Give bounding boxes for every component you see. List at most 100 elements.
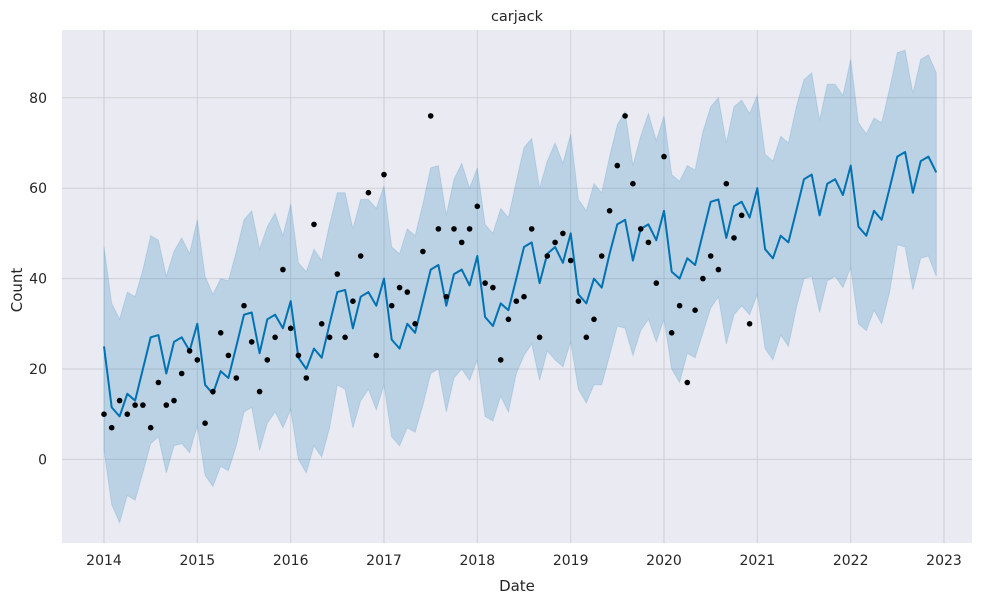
observed-point (521, 293, 527, 300)
observed-point (490, 284, 496, 291)
observed-point (373, 352, 380, 359)
observed-point (474, 203, 481, 210)
uncertainty-band-area (103, 49, 937, 525)
observed-point (326, 334, 333, 341)
observed-point (466, 226, 473, 232)
observed-point (536, 334, 543, 341)
observed-point (606, 208, 613, 214)
observed-point (560, 230, 566, 237)
observed-point (101, 411, 107, 418)
observed-point (676, 302, 683, 309)
observed-point (264, 357, 271, 363)
x-tick-labels: 2014 2015 2016 2017 2018 2019 2020 2021 2022 2023 (86, 553, 962, 569)
observed-point (614, 162, 621, 169)
y-axis-label: Count (8, 268, 26, 313)
observed-point (420, 248, 426, 255)
x-tick-label: 2017 (366, 553, 402, 569)
chart-title: carjack (491, 9, 544, 25)
observed-point (365, 189, 372, 196)
observed-point (163, 402, 170, 408)
observed-point (272, 334, 278, 341)
x-tick-label: 2019 (553, 553, 589, 569)
x-tick-label: 2016 (273, 553, 309, 569)
x-tick-label: 2014 (86, 553, 122, 569)
x-axis-label: Date (499, 577, 535, 595)
observed-point (404, 289, 411, 295)
x-tick-label: 2020 (646, 553, 682, 569)
observed-point (171, 397, 177, 404)
observed-point (342, 334, 348, 341)
y-tick-label: 40 (29, 272, 47, 288)
observed-point (482, 280, 488, 286)
observed-point (388, 302, 395, 309)
observed-point (583, 334, 590, 341)
observed-point (194, 357, 201, 363)
observed-point (513, 298, 520, 305)
y-tick-label: 60 (29, 181, 47, 197)
observed-point (318, 321, 325, 327)
observed-point (295, 352, 302, 359)
x-tick-label: 2018 (460, 553, 496, 569)
observed-point (731, 235, 737, 241)
observed-point (645, 239, 652, 246)
observed-point (287, 325, 294, 332)
observed-point (567, 257, 574, 264)
observed-point (140, 402, 146, 408)
observed-point (210, 388, 216, 395)
observed-point (124, 411, 131, 418)
observed-point (334, 271, 341, 277)
observed-point (303, 375, 310, 381)
observed-point (451, 226, 457, 232)
observed-point (591, 316, 597, 323)
forecast-line (103, 151, 938, 418)
observed-point (357, 253, 364, 259)
yhat-line (103, 151, 938, 418)
grid-lines (62, 30, 972, 543)
observed-point (458, 239, 465, 246)
observed-point (217, 330, 224, 336)
y-tick-labels: 0 20 40 60 80 (29, 91, 47, 469)
observed-point (746, 321, 753, 327)
observed-point (544, 253, 551, 259)
observed-point (505, 316, 512, 323)
observed-point (552, 239, 558, 246)
observed-point (692, 307, 698, 314)
observed-point (528, 226, 535, 232)
y-tick-label: 0 (38, 452, 47, 468)
observed-point (738, 212, 745, 219)
y-tick-label: 80 (29, 91, 47, 107)
observed-point (661, 153, 667, 160)
observed-point (715, 266, 722, 273)
x-tick-label: 2023 (926, 553, 962, 569)
observed-point (225, 352, 232, 359)
observed-point (497, 357, 504, 363)
x-tick-label: 2015 (180, 553, 216, 569)
y-tick-label: 20 (29, 362, 47, 378)
observed-point (350, 298, 356, 305)
plot-background (62, 30, 972, 543)
observed-points (101, 113, 753, 431)
observed-point (186, 348, 193, 354)
observed-point (412, 321, 418, 327)
observed-point (155, 379, 162, 386)
observed-point (311, 221, 317, 228)
x-tick-label: 2021 (740, 553, 776, 569)
observed-point (653, 280, 660, 286)
observed-point (427, 113, 434, 119)
uncertainty-band (103, 49, 937, 525)
observed-point (280, 266, 286, 273)
observed-point (396, 284, 403, 291)
observed-point (256, 388, 263, 395)
observed-point (233, 375, 240, 381)
observed-point (443, 293, 450, 300)
observed-point (132, 402, 138, 408)
observed-point (598, 253, 605, 259)
observed-point (575, 298, 582, 305)
observed-point (637, 226, 644, 232)
observed-point (622, 113, 628, 119)
x-tick-label: 2022 (833, 553, 869, 569)
observed-point (241, 302, 247, 309)
observed-point (630, 180, 636, 187)
observed-point (108, 424, 115, 431)
observed-point (202, 420, 208, 427)
